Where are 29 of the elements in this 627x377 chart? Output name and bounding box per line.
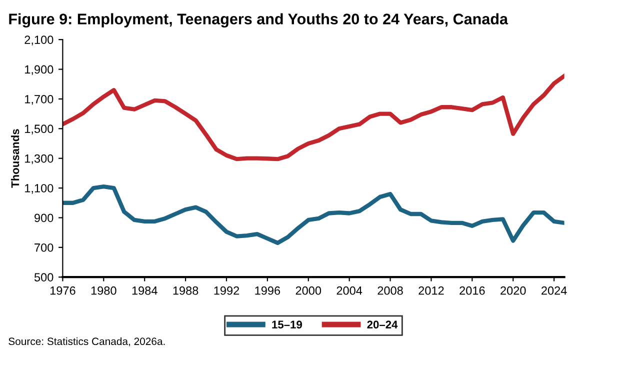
x-tick-label: 2000 [296, 286, 322, 295]
x-tick-label: 1976 [50, 286, 76, 295]
x-tick-label: 2020 [500, 286, 526, 295]
x-tick-label: 1996 [255, 286, 280, 295]
y-tick-label: 1,100 [25, 184, 54, 194]
legend-label: 20–24 [367, 320, 398, 329]
source-note: Source: Statistics Canada, 2026a. [8, 337, 165, 346]
x-tick-label: 1980 [91, 286, 116, 295]
chart-title: Figure 9: Employment, Teenagers and Youths 20 to 24 Years, Canada [9, 13, 508, 28]
x-tick-label: 1992 [214, 286, 240, 295]
x-tick-label: 1984 [132, 286, 158, 295]
x-tick-label: 2004 [336, 286, 362, 295]
legend-label: 15–19 [272, 320, 302, 329]
y-tick-label: 1,500 [25, 124, 54, 134]
y-tick-label: 700 [34, 243, 54, 252]
y-tick-label: 900 [34, 214, 54, 222]
y-axis-title: Thousands [10, 129, 20, 188]
y-tick-label: 1,300 [25, 154, 54, 164]
x-tick-label: 2008 [378, 286, 403, 295]
line-series [62, 74, 564, 162]
x-tick-label: 2016 [460, 286, 485, 295]
y-tick-label: 1,700 [25, 94, 54, 105]
y-tick-label: 500 [34, 273, 54, 282]
x-tick-label: 2012 [418, 286, 444, 295]
x-tick-label: 1988 [173, 286, 198, 295]
line-series [62, 184, 564, 246]
y-tick-label: 1,900 [25, 65, 54, 76]
x-tick-label: 2024 [542, 286, 567, 295]
y-tick-label: 2,100 [24, 36, 54, 46]
